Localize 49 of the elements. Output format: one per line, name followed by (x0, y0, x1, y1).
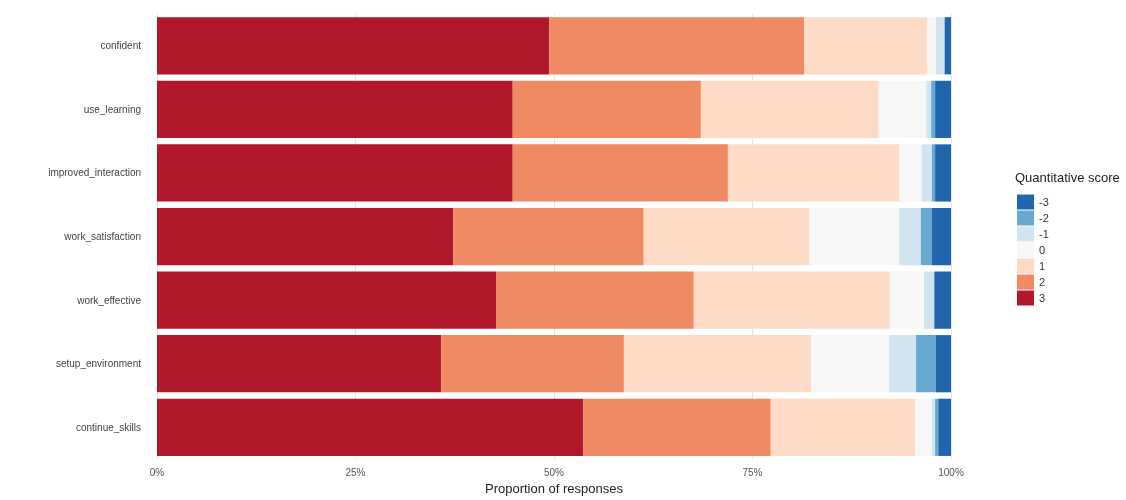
legend-label: -3 (1039, 196, 1049, 208)
bar (931, 207, 951, 266)
x-tick-label: 75% (742, 466, 763, 478)
bar (938, 398, 951, 456)
y-tick-label: improved_interaction (48, 167, 141, 179)
legend-label: 3 (1039, 292, 1046, 304)
legend-label: -1 (1039, 228, 1049, 240)
bar (157, 398, 584, 456)
bar (453, 207, 644, 266)
bar (157, 271, 497, 329)
bar (583, 398, 771, 456)
bar (935, 335, 951, 393)
bar (944, 17, 951, 75)
bar (441, 335, 624, 393)
bar (549, 17, 805, 75)
bar (157, 80, 513, 138)
bar (157, 17, 550, 75)
y-tick-label: work_satisfaction (63, 231, 141, 243)
y-tick-label: work_effective (76, 294, 142, 306)
bar (496, 271, 694, 329)
legend-label: -2 (1039, 212, 1049, 224)
y-tick-label: setup_environment (55, 358, 142, 370)
bar (916, 335, 936, 393)
bar (157, 144, 513, 202)
x-tick-label: 0% (149, 466, 165, 478)
x-axis-title: Proportion of responses (484, 481, 624, 496)
bar (157, 335, 442, 393)
bar (926, 80, 932, 138)
bar (935, 398, 939, 456)
x-tick-label: 25% (345, 466, 366, 478)
bar (931, 80, 936, 138)
bar (899, 207, 921, 266)
y-tick-label: use_learning (83, 103, 141, 115)
legend-label: 2 (1039, 276, 1046, 288)
bar (920, 207, 932, 266)
y-tick-label: continue_skills (75, 421, 141, 433)
bar (935, 80, 951, 138)
bar (934, 271, 951, 329)
bar (512, 144, 728, 202)
bar (931, 144, 936, 202)
legend-label: 1 (1039, 260, 1046, 272)
bar (935, 144, 951, 202)
legend-label: 0 (1039, 244, 1046, 256)
x-tick-label: 50% (543, 466, 565, 478)
bar (157, 207, 454, 266)
bar (512, 80, 701, 138)
legend-title: Quantitative score (1015, 170, 1120, 185)
x-tick-label: 100% (938, 466, 964, 478)
y-tick-label: confident (100, 40, 142, 52)
